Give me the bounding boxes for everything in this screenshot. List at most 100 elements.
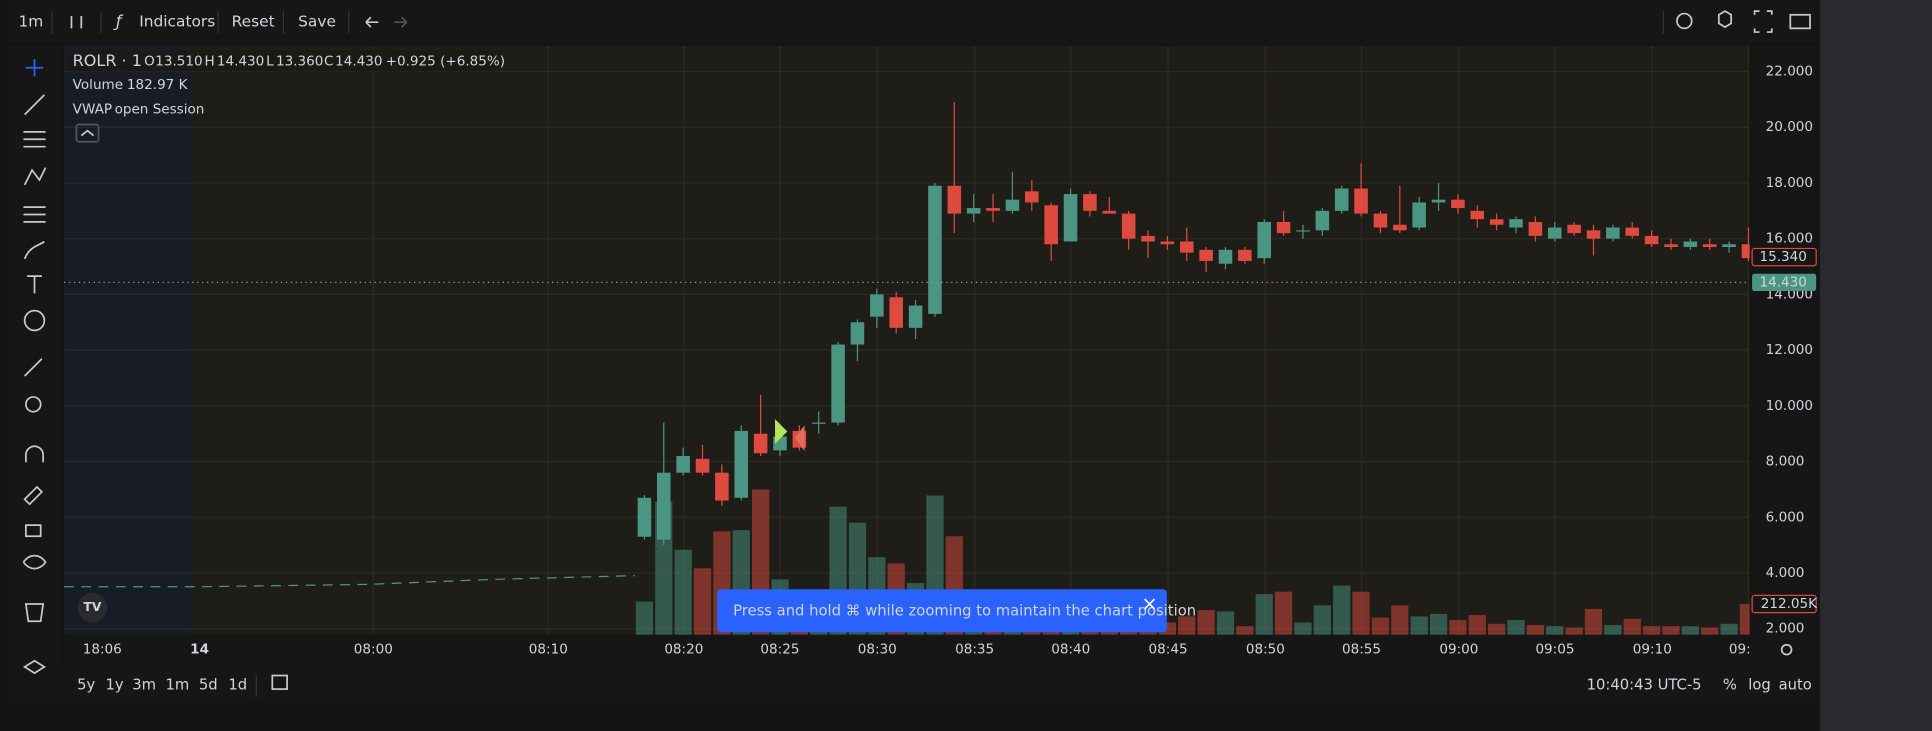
candle-body xyxy=(1025,191,1039,203)
volume-bar xyxy=(1410,616,1428,635)
y-tick-label: 4.000 xyxy=(1766,565,1805,581)
range-button[interactable]: 1y xyxy=(106,676,124,693)
volume-bar xyxy=(1352,591,1370,635)
candle-body xyxy=(657,472,671,540)
x-tick-label: 08:50 xyxy=(1246,642,1285,658)
tool-icons[interactable] xyxy=(22,10,1811,690)
candle-body xyxy=(1606,227,1620,239)
y-tick-label: 2.000 xyxy=(1766,621,1805,637)
candle-body xyxy=(1257,221,1272,259)
range-button[interactable]: 5y xyxy=(77,676,95,693)
volume-bar xyxy=(1565,627,1583,635)
volume-bar xyxy=(1526,624,1545,635)
candle-body xyxy=(734,430,749,498)
volume-bar xyxy=(674,549,692,635)
candle-body xyxy=(986,208,1000,211)
candle-body xyxy=(811,422,826,424)
candle-body xyxy=(637,497,652,537)
toolbar-button[interactable]: 1m xyxy=(18,13,43,31)
volume-legend-name: Volume xyxy=(73,77,123,93)
volume-bar xyxy=(1681,626,1699,635)
toolbar-button[interactable]: Save xyxy=(298,13,336,31)
range-button[interactable]: 3m xyxy=(132,676,156,693)
logo-text: TV xyxy=(83,600,101,614)
volume-bar xyxy=(1255,594,1273,635)
candle-body xyxy=(1586,230,1601,239)
volume-bar xyxy=(1313,605,1331,635)
volume-bar xyxy=(1197,610,1215,635)
scale-button[interactable]: % xyxy=(1723,676,1737,693)
candle-body xyxy=(1702,244,1717,248)
volume-bar xyxy=(1701,627,1719,635)
candle-body xyxy=(1044,205,1058,245)
candle-body xyxy=(889,297,903,328)
volume-bar xyxy=(1507,620,1525,635)
scale-button[interactable]: log xyxy=(1748,676,1771,693)
fx-icon: ƒ xyxy=(113,12,124,31)
volume-bar xyxy=(1662,626,1680,635)
legend-text: +0.925 (+6.85%) xyxy=(386,54,505,70)
toast-text: Press and hold ⌘ while zooming to mainta… xyxy=(733,602,1196,619)
candle-body xyxy=(1470,210,1485,220)
volume-label: 212.05K xyxy=(1761,596,1818,612)
extended-session xyxy=(64,45,191,635)
candle-body xyxy=(695,458,710,473)
candle-body xyxy=(1218,249,1233,264)
toolbar-button[interactable]: Reset xyxy=(232,13,275,31)
candle-body xyxy=(1238,249,1252,261)
side-panel xyxy=(1819,0,1932,731)
volume-bar xyxy=(1371,617,1390,635)
x-tick-label: 08:35 xyxy=(955,642,994,658)
candle-body xyxy=(1393,224,1407,231)
volume-label-box xyxy=(1751,594,1817,614)
price-label-box xyxy=(1752,273,1817,292)
y-tick-label: 18.000 xyxy=(1766,175,1813,191)
candle-body xyxy=(1683,241,1698,248)
range-button[interactable]: 1m xyxy=(166,676,190,693)
legend-text: H xyxy=(205,54,215,70)
volume-bar xyxy=(1604,624,1622,635)
x-tick-label: 08:00 xyxy=(354,642,393,658)
candle-body xyxy=(928,185,942,314)
x-tick-label: 09:10 xyxy=(1633,642,1672,658)
candle-body xyxy=(908,305,923,328)
legend-text: L xyxy=(266,54,274,70)
toast-close[interactable] xyxy=(1144,598,1156,610)
candle-body xyxy=(1373,213,1388,228)
volume-bar xyxy=(1623,618,1641,635)
candle-body xyxy=(715,472,729,501)
vwap-legend-params: open Session xyxy=(115,102,205,118)
x-tick-label: 08:45 xyxy=(1149,642,1188,658)
candle-body xyxy=(1276,221,1291,234)
volume-legend-value: 182.97 K xyxy=(127,77,189,93)
y-tick-label: 20.000 xyxy=(1766,119,1813,135)
range-button[interactable]: 1d xyxy=(228,676,247,693)
volume-bar xyxy=(1739,604,1750,635)
candle-body xyxy=(1509,219,1523,228)
price-axis xyxy=(1749,45,1820,666)
candle-body xyxy=(1741,244,1750,259)
candle-body xyxy=(1354,188,1368,214)
volume-bar xyxy=(1274,591,1293,635)
x-tick-label: 08:40 xyxy=(1051,642,1090,658)
candle-body xyxy=(1296,230,1310,232)
toolbar-button[interactable]: Indicators xyxy=(139,13,215,31)
candle-body xyxy=(947,185,962,214)
volume-bar xyxy=(635,601,654,635)
time-axis xyxy=(64,634,1750,666)
volume-bar xyxy=(1236,626,1254,635)
candle-body xyxy=(831,344,845,423)
volume-bar xyxy=(1429,613,1448,635)
premarket-line xyxy=(64,575,635,588)
legend-bg xyxy=(67,50,496,72)
y-tick-label: 16.000 xyxy=(1766,231,1813,247)
scale-button[interactable]: auto xyxy=(1779,676,1812,693)
candle-body xyxy=(1489,219,1504,225)
candle-body xyxy=(1005,199,1020,211)
volume-bar xyxy=(1178,616,1196,635)
volume-bar xyxy=(1449,620,1467,635)
x-tick-label: 18:06 xyxy=(83,642,122,658)
candle-body xyxy=(1625,227,1640,236)
range-button[interactable]: 5d xyxy=(199,676,218,693)
